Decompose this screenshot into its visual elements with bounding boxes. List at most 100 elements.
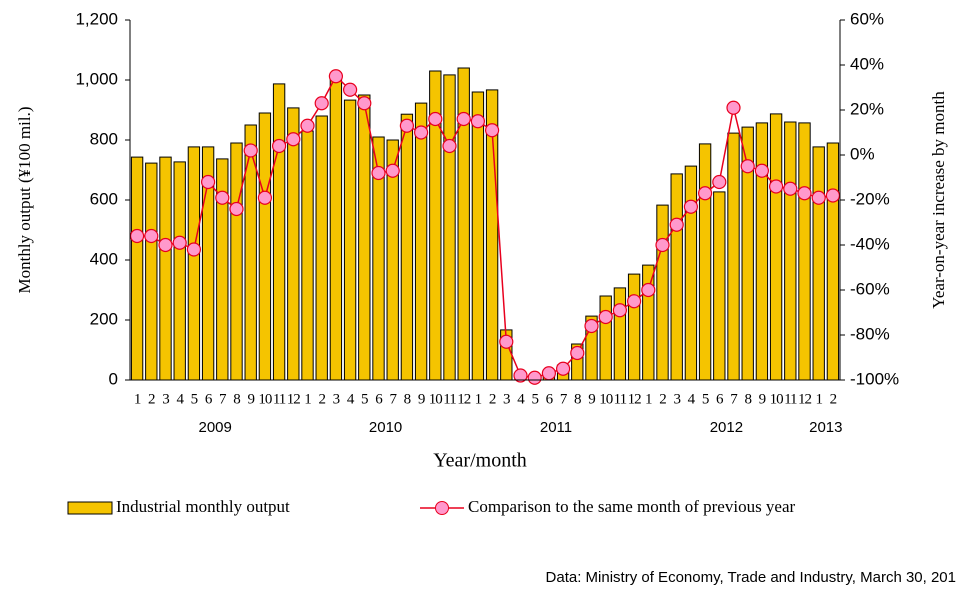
bar	[613, 287, 627, 381]
bar	[627, 273, 641, 381]
marker	[513, 368, 528, 383]
marker	[300, 118, 315, 133]
legend-label: Comparison to the same month of previous…	[468, 497, 796, 516]
x-tick-label: 3	[503, 391, 510, 407]
bar	[173, 161, 186, 381]
marker	[555, 361, 571, 376]
bar	[187, 146, 201, 381]
x-tick-label: 7	[560, 391, 568, 407]
x-tick-label: 4	[347, 391, 355, 407]
x-tick-label: 12	[628, 391, 642, 407]
bar	[698, 143, 712, 381]
marker	[229, 201, 244, 217]
marker	[669, 217, 684, 232]
x-tick-label: 7	[219, 391, 227, 407]
x-group-label: 2012	[710, 419, 743, 436]
y2-tick-label: -20%	[850, 189, 890, 208]
marker	[626, 294, 642, 309]
marker	[130, 228, 145, 244]
bar	[826, 142, 840, 381]
bar	[159, 156, 172, 381]
marker	[456, 111, 471, 127]
x-tick-label: 5	[191, 391, 198, 407]
x-tick-label: 10	[429, 391, 443, 407]
x-tick-label: 1	[475, 391, 482, 407]
x-tick-label: 10	[770, 391, 784, 407]
x-tick-label: 1	[134, 391, 141, 407]
bar	[727, 132, 740, 381]
marker	[215, 190, 230, 205]
bar	[443, 74, 456, 381]
x-tick-label: 6	[546, 391, 554, 407]
bar	[656, 204, 669, 381]
bar	[414, 102, 428, 381]
bar	[713, 191, 726, 381]
y-tick-label: 600	[90, 189, 118, 208]
x-group-label: 2011	[540, 419, 572, 436]
y2-tick-label: 60%	[850, 9, 884, 28]
marker	[584, 318, 599, 334]
marker	[825, 188, 841, 203]
x-tick-label: 10	[599, 391, 613, 407]
bar	[130, 156, 144, 381]
marker	[811, 190, 826, 205]
y2-axis-title: Year-on-year increase by month	[929, 91, 948, 309]
x-tick-label: 2	[830, 391, 837, 407]
marker	[257, 190, 272, 205]
bar	[642, 264, 655, 381]
marker	[385, 163, 400, 178]
bar	[684, 165, 698, 381]
x-group-label: 2009	[199, 419, 232, 436]
x-tick-label: 4	[517, 391, 525, 407]
y-tick-label: 800	[90, 129, 118, 148]
x-tick-label: 2	[318, 391, 325, 407]
marker	[740, 159, 755, 174]
marker	[641, 282, 656, 298]
marker	[144, 228, 159, 244]
x-tick-label: 3	[673, 391, 680, 407]
y2-tick-label: -100%	[850, 369, 899, 388]
x-tick-label: 9	[588, 391, 595, 407]
marker	[783, 181, 798, 196]
marker	[712, 174, 727, 190]
y2-tick-label: 40%	[850, 54, 884, 73]
bar	[670, 173, 683, 381]
x-tick-label: 7	[730, 391, 738, 407]
bar	[798, 122, 811, 381]
x-tick-label: 9	[247, 391, 254, 407]
x-tick-label: 11	[614, 391, 627, 407]
x-tick-label: 8	[574, 391, 581, 407]
y2-tick-label: -80%	[850, 324, 890, 343]
x-tick-label: 6	[375, 391, 383, 407]
bar	[329, 76, 343, 381]
marker	[499, 334, 514, 349]
x-tick-label: 11	[273, 391, 286, 407]
marker	[655, 237, 670, 253]
y-tick-label: 400	[90, 249, 118, 268]
bar	[400, 113, 414, 381]
x-tick-label: 12	[457, 391, 471, 407]
bar	[769, 113, 783, 381]
legend-swatch	[67, 501, 113, 515]
marker	[371, 165, 386, 181]
y-tick-label: 0	[109, 369, 118, 388]
marker	[186, 242, 201, 257]
marker	[343, 82, 358, 97]
x-tick-label: 6	[716, 391, 724, 407]
y2-tick-label: -60%	[850, 279, 890, 298]
bar	[358, 94, 371, 381]
y2-tick-label: -40%	[850, 234, 890, 253]
y-tick-label: 1,000	[75, 69, 118, 88]
x-tick-label: 11	[784, 391, 797, 407]
y2-tick-label: 20%	[850, 99, 884, 118]
marker	[754, 163, 770, 178]
bar	[471, 91, 485, 381]
marker	[768, 179, 784, 194]
x-tick-label: 8	[744, 391, 751, 407]
x-tick-label: 2	[659, 391, 666, 407]
source-note: Data: Ministry of Economy, Trade and Ind…	[546, 569, 956, 586]
marker	[442, 138, 457, 154]
y-axis-title: Monthly output (¥100 mil.)	[15, 107, 34, 294]
x-group-label: 2013	[809, 419, 842, 436]
